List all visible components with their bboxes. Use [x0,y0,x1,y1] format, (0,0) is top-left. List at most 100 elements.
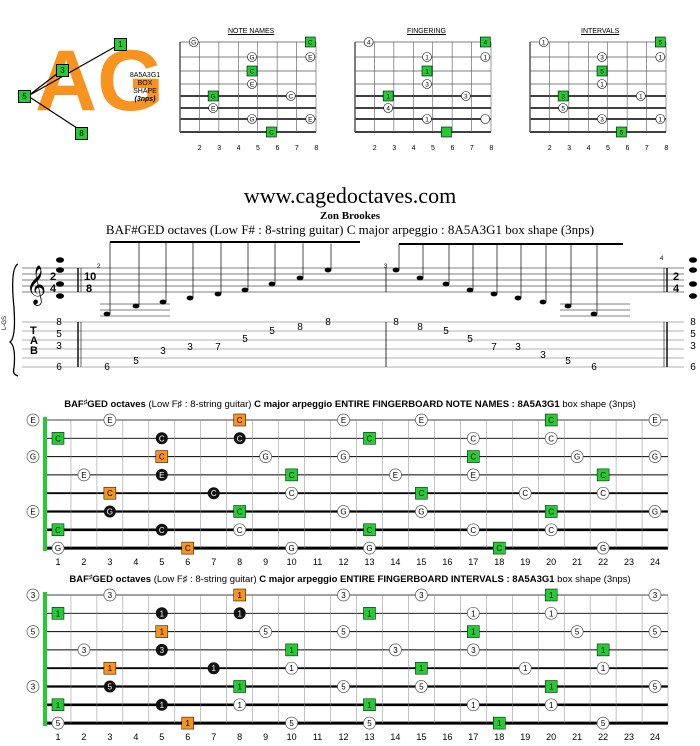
time-sig-den: 8 [86,283,92,295]
note-label: 3 [82,646,87,655]
shape-root-label: 1 [108,664,113,673]
root-note-marker [363,523,376,537]
tab-chord-right-number: 8 [690,317,696,328]
open-string-marker [26,625,40,638]
mini-marker-label: 4 [367,40,371,47]
note-marker [648,680,662,693]
fret-number: 18 [494,557,504,567]
nut [43,417,47,552]
fret-number: 20 [546,557,556,567]
mini-note-marker [422,114,432,124]
root-note-marker [467,450,480,463]
root-note-marker [233,505,246,518]
shape-root-marker [233,588,246,602]
note-marker [285,486,298,500]
mini-fret-number: 8 [314,145,318,152]
mini-fret-number: 5 [431,145,435,152]
note-marker [466,698,480,712]
note-label: 1 [523,664,528,673]
root-note-label: 1 [289,646,294,655]
root-note-label: 1 [471,628,476,637]
fret-number: 19 [520,732,530,742]
root-note-label: C [367,434,373,443]
root-note-label: C [55,526,61,535]
note-label: 3 [341,591,346,600]
fb-notes-title: BAF♯GED octaves (Low F♯ : 8-string guita… [64,399,636,410]
note-marker [544,606,558,620]
mini-fret-number: 2 [548,145,552,152]
note-marker [466,468,480,482]
mini-fret-number: 3 [392,145,396,152]
mini-note-marker [363,37,374,47]
fret-number: 19 [520,557,530,567]
mini-note-marker [597,52,607,62]
tab-run-up-number: 7 [215,342,221,353]
note-label: 3 [471,646,476,655]
shape-note-marker [155,698,168,711]
tab-run-down-number: 5 [467,334,473,345]
tab-clef-letter: A [30,335,38,347]
fret-number: 8 [237,557,242,567]
shape-note-marker [103,505,116,518]
shape-root-label: 1 [160,628,165,637]
root-note-marker [51,523,65,537]
note-marker [51,541,65,555]
mini-root-marker [382,90,394,102]
mini-fret-number: 3 [567,145,571,152]
note-label: E [652,416,657,425]
note-marker [518,486,532,500]
note-marker [103,588,117,602]
mini-fret-number: 3 [217,145,221,152]
tab-run-up-number: 3 [187,342,193,353]
mini-marker-label: 1 [483,55,487,62]
note-marker [596,486,610,500]
note-marker [337,588,350,602]
root-note-marker [285,468,298,482]
run-notehead [324,267,332,273]
mini-title-intervals: INTERVALS [581,28,620,35]
root-note-marker [493,716,506,730]
root-note-marker [51,432,65,445]
note-label: C [548,434,554,443]
tab-chord-left-number: 3 [56,341,62,352]
mini-note-marker [422,52,432,62]
shape-note-marker [155,523,168,536]
run-notehead [103,311,111,317]
shape-note-label: C [159,526,165,535]
mini-root-marker [441,126,452,138]
mini-note-marker [188,37,199,47]
shape-note-label: 1 [212,664,217,673]
note-marker [544,431,558,445]
mini-fret-number: 6 [450,145,454,152]
shape-note-marker [155,432,168,445]
run-notehead [186,295,194,301]
fret-number: 1 [55,557,60,567]
root-note-marker [544,505,558,518]
mini-fret-number: 7 [295,145,299,152]
mini-marker-label: E [308,117,313,124]
mini-fret-number: 4 [587,145,591,152]
shape-note-label: C [237,434,243,443]
open-string-marker [26,505,40,518]
mini-note-marker [480,52,491,62]
mini-marker-label: G [249,117,254,124]
fret-number: 6 [185,732,190,742]
mini-note-marker [286,91,296,101]
fb-intervals-title: BAF♯GED octaves (Low F♯ : 8-string guita… [69,574,631,585]
run-notehead [490,291,498,297]
open-string-marker [26,588,40,602]
mini-note-marker [383,103,393,113]
note-marker [466,523,480,537]
note-marker [648,588,662,602]
note-label: E [81,471,86,480]
note-marker [415,588,428,602]
site-url[interactable]: www.cagedoctaves.com [243,183,457,208]
fret-number: 2 [81,557,86,567]
fret-number: 21 [572,557,582,567]
shape-nps: (3nps) [134,96,156,103]
mini-marker-label: C [250,69,255,76]
note-label: 1 [237,701,242,710]
mini-root-marker [596,65,608,77]
nut [43,592,47,727]
